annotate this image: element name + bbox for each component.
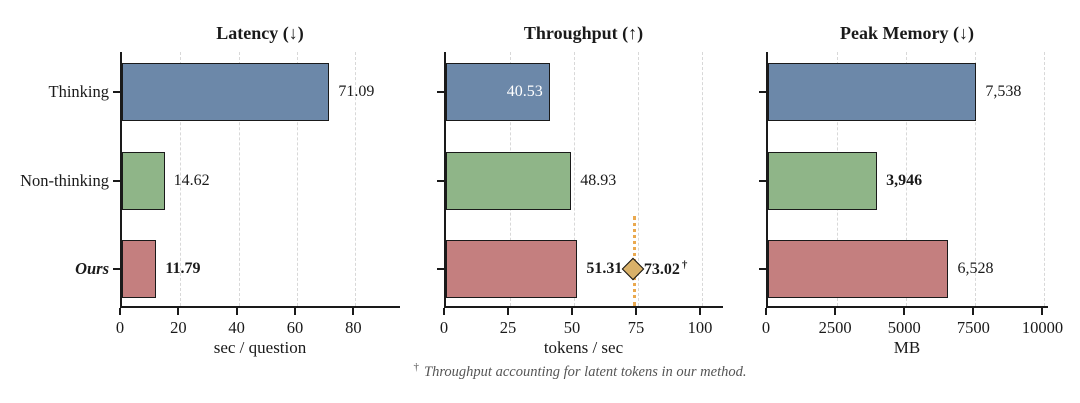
peak-memory-chart-title: Peak Memory (↓): [840, 23, 974, 43]
footnote-dagger-icon: †: [413, 361, 420, 373]
x-axis-tick-label: 75: [627, 318, 645, 337]
y-axis-tick: [437, 268, 444, 270]
bar-ours: [446, 240, 578, 298]
x-axis-tick: [570, 308, 573, 315]
gridline: [975, 52, 977, 306]
x-axis-tick-label: 20: [170, 318, 187, 337]
x-axis-tick: [698, 308, 701, 315]
gridline: [637, 52, 639, 306]
x-axis-tick: [352, 308, 355, 315]
x-axis-tick-label: 2500: [818, 318, 852, 337]
value-label-non-thinking: 48.93: [580, 171, 617, 189]
figure-footnote: † Throughput accounting for latent tokens…: [340, 361, 820, 381]
latency-plot-area: 71.09 14.62 11.79: [120, 52, 400, 308]
throughput-x-axis-label: tokens / sec: [543, 338, 624, 357]
value-label-non-thinking: 3,946: [886, 171, 923, 189]
x-axis-tick: [443, 308, 445, 315]
category-label-non-thinking: Non-thinking: [20, 170, 109, 190]
value-label-thinking: 7,538: [985, 83, 1022, 100]
gridline: [355, 52, 357, 306]
gridline: [297, 52, 298, 306]
y-axis-tick: [759, 179, 766, 182]
x-axis-tick-label: 0: [115, 318, 125, 337]
y-axis-tick: [113, 179, 120, 182]
x-axis-tick-label: 0: [439, 318, 449, 337]
y-axis-tick: [113, 268, 120, 270]
peak-memory-x-axis-label: MB: [893, 338, 921, 357]
category-label-thinking: Thinking: [48, 82, 110, 101]
bar-thinking: [768, 63, 977, 121]
x-axis-tick: [235, 308, 238, 315]
latency-chart-panel: Latency (↓) 71.09 14.62 11.79 sec / questi…: [20, 23, 400, 357]
x-axis-tick: [1041, 308, 1044, 315]
peak-memory-plot-area: 7,538 3,946 6,528: [766, 52, 1048, 308]
x-axis-tick: [765, 308, 767, 315]
value-label-ours: 11.79: [165, 260, 201, 277]
x-axis-tick-label: 100: [687, 318, 713, 337]
value-label-non-thinking: 14.62: [173, 171, 210, 189]
x-axis-tick-label: 10000: [1021, 318, 1064, 337]
x-axis-tick: [834, 308, 837, 315]
x-axis-tick-label: 50: [563, 318, 581, 337]
x-axis-tick-label: 0: [761, 318, 771, 337]
x-axis-tick: [119, 308, 121, 315]
value-label-ours: 51.31: [586, 260, 623, 277]
bar-non-thinking: [122, 151, 165, 210]
x-axis-tick-label: 7500: [956, 318, 990, 337]
marker-diamond-icon: [621, 257, 645, 281]
y-axis-tick: [113, 91, 120, 93]
gridline: [701, 52, 703, 306]
bar-ours: [122, 240, 157, 298]
peak-memory-chart-panel: Peak Memory (↓) 7,538 3,946 6,528 MB 0 2500…: [759, 23, 1063, 357]
value-label-thinking: 40.53: [506, 83, 543, 100]
marker-dagger-icon: †: [681, 258, 688, 271]
value-label-ours: 6,528: [957, 260, 994, 277]
gridline: [180, 52, 182, 306]
category-label-ours: Ours: [75, 259, 109, 278]
x-axis-tick-label: 80: [345, 318, 362, 337]
y-axis-tick: [437, 179, 444, 182]
x-axis-tick: [972, 308, 975, 315]
x-axis-tick-label: 60: [286, 318, 304, 337]
gridline: [1044, 52, 1046, 306]
x-axis-tick: [903, 308, 906, 315]
gridline: [238, 52, 240, 306]
gridline: [573, 52, 575, 306]
latency-chart-title: Latency (↓): [216, 23, 304, 43]
x-axis-tick: [294, 308, 296, 315]
y-axis-tick: [759, 91, 766, 93]
y-axis-tick: [759, 268, 766, 270]
throughput-chart-title: Throughput (↑): [523, 23, 644, 43]
x-axis-tick-label: 5000: [887, 318, 921, 337]
x-axis-tick-label: 40: [228, 318, 245, 337]
throughput-plot-area: 40.53 48.93 51.31 73.02 †: [444, 52, 723, 308]
bar-thinking: [122, 63, 330, 121]
value-label-thinking: 71.09: [338, 83, 375, 100]
bar-non-thinking: [446, 151, 572, 210]
marker-value-label: 73.02 †: [643, 258, 688, 279]
x-axis-tick: [177, 308, 180, 315]
x-axis-tick-label: 25: [499, 318, 517, 337]
x-axis-tick: [634, 308, 637, 315]
y-axis-tick: [437, 91, 444, 93]
latency-x-axis-label: sec / question: [213, 338, 307, 357]
gridline: [906, 52, 908, 306]
x-axis-tick: [506, 308, 509, 315]
bar-ours: [768, 240, 949, 298]
bar-thinking: [446, 63, 550, 121]
bar-non-thinking: [768, 151, 878, 210]
throughput-chart-panel: Throughput (↑) 40.53 48.93 51.31 73.02 † tok…: [437, 23, 723, 357]
footnote-text: Throughput accounting for latent tokens …: [424, 363, 747, 380]
